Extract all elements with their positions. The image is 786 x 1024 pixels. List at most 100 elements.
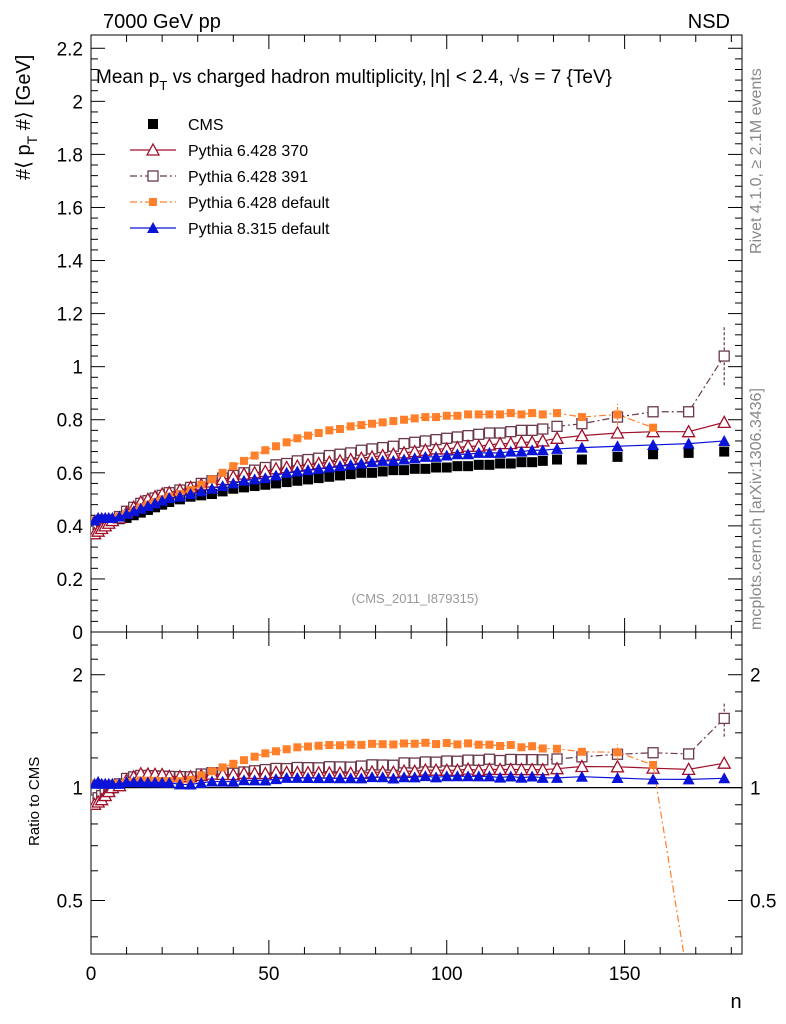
data-point bbox=[718, 434, 731, 446]
data-point bbox=[575, 441, 588, 453]
data-point bbox=[516, 457, 527, 468]
data-point bbox=[399, 465, 410, 476]
data-point bbox=[291, 465, 304, 477]
ratio-point bbox=[173, 778, 186, 790]
ratio-point bbox=[239, 756, 248, 765]
legend-item: Pythia 6.428 391 bbox=[130, 169, 308, 186]
data-point bbox=[483, 446, 496, 458]
data-point bbox=[302, 464, 314, 476]
legend-marker bbox=[147, 222, 159, 233]
data-point bbox=[260, 479, 271, 490]
ratio-y-axis: 0.5 0.5 1 1 2 2 bbox=[57, 644, 776, 938]
data-point bbox=[408, 452, 421, 464]
ratio-point bbox=[528, 742, 537, 751]
ratio-series-pythia-6-428-391 bbox=[91, 702, 730, 806]
ratio-point bbox=[718, 772, 731, 784]
y-tick-label: 1 bbox=[72, 358, 83, 379]
series-pythia-8-315-default bbox=[91, 434, 731, 526]
data-point bbox=[410, 414, 419, 423]
ratio-point bbox=[325, 740, 334, 749]
ratio-point bbox=[293, 743, 302, 752]
data-point bbox=[648, 449, 659, 460]
data-point bbox=[505, 458, 516, 469]
data-point bbox=[610, 425, 625, 439]
data-point bbox=[368, 419, 377, 428]
ratio-point bbox=[250, 752, 259, 761]
ratio-y-tick-label: 2 bbox=[72, 666, 83, 687]
ratio-y-tick-label: 0.5 bbox=[57, 891, 83, 912]
ratio-point bbox=[442, 739, 451, 748]
data-point bbox=[683, 447, 694, 458]
ratio-point bbox=[649, 760, 658, 769]
legend-label: Pythia 6.428 default bbox=[188, 195, 330, 212]
ratio-point bbox=[551, 771, 564, 783]
data-point bbox=[238, 482, 249, 493]
watermark: (CMS_2011_I879315) bbox=[352, 591, 479, 606]
ratio-point bbox=[163, 776, 176, 788]
data-point bbox=[227, 477, 240, 489]
ratio-y-tick-label-right: 0.5 bbox=[750, 891, 776, 912]
ratio-y-tick-label-right: 2 bbox=[750, 666, 761, 687]
data-point bbox=[261, 446, 270, 455]
data-point bbox=[280, 466, 293, 478]
y-tick-label: 0.8 bbox=[57, 411, 83, 432]
ratio-plot-frame bbox=[90, 631, 743, 955]
ratio-point bbox=[368, 739, 377, 748]
y-tick-label: 0.4 bbox=[57, 517, 84, 538]
ratio-point bbox=[464, 739, 473, 748]
data-point bbox=[249, 481, 260, 492]
legend-marker bbox=[145, 142, 161, 156]
data-point bbox=[553, 409, 562, 418]
data-point bbox=[527, 457, 538, 468]
ratio-y-label: Ratio to CMS bbox=[26, 757, 43, 846]
x-tick-label: 150 bbox=[609, 964, 641, 985]
data-point bbox=[577, 413, 586, 422]
data-point bbox=[344, 458, 357, 470]
ratio-point bbox=[517, 743, 526, 752]
data-point bbox=[367, 467, 378, 478]
ratio-point bbox=[462, 770, 475, 782]
data-point bbox=[647, 438, 660, 450]
y-tick-label: 2 bbox=[72, 92, 83, 113]
data-point bbox=[528, 409, 537, 418]
series-line bbox=[94, 440, 725, 522]
data-point bbox=[356, 467, 367, 478]
data-point bbox=[292, 475, 303, 486]
data-point bbox=[526, 424, 538, 436]
ratio-point bbox=[376, 771, 389, 783]
data-point bbox=[325, 426, 334, 435]
ratio-point bbox=[227, 775, 240, 787]
data-point bbox=[334, 460, 347, 472]
ratio-point bbox=[718, 712, 730, 725]
data-point bbox=[504, 445, 517, 457]
ratio-point bbox=[419, 770, 432, 782]
ratio-point bbox=[451, 770, 464, 782]
legend-item: Pythia 8.315 default bbox=[130, 221, 330, 238]
legend-item: Pythia 6.428 default bbox=[130, 195, 330, 212]
main-y-axis: 0 0.2 0.4 0.6 0.8 1 1.2 1.4 1.6 1.8 2 2.2 bbox=[57, 39, 742, 644]
data-point bbox=[387, 454, 400, 466]
data-point bbox=[484, 459, 495, 470]
ratio-point bbox=[229, 759, 238, 768]
ratio-point bbox=[237, 774, 250, 786]
ratio-point bbox=[302, 771, 314, 783]
data-point bbox=[537, 455, 548, 466]
data-point bbox=[323, 461, 336, 473]
ratio-point bbox=[494, 771, 507, 783]
ratio-point bbox=[536, 771, 549, 783]
y-tick-label: 2.2 bbox=[57, 39, 83, 60]
data-point bbox=[357, 421, 366, 430]
legend-marker bbox=[149, 198, 157, 206]
data-point bbox=[551, 420, 563, 433]
legend-marker bbox=[148, 119, 158, 129]
data-point bbox=[218, 468, 227, 477]
ratio-point bbox=[506, 740, 515, 749]
ratio-point bbox=[453, 740, 462, 749]
data-point bbox=[538, 410, 547, 419]
data-point bbox=[551, 442, 564, 454]
data-point bbox=[537, 423, 549, 435]
x-axis: 0 50 100 150 bbox=[86, 35, 732, 985]
data-point bbox=[682, 437, 695, 449]
ratio-point bbox=[195, 776, 208, 788]
